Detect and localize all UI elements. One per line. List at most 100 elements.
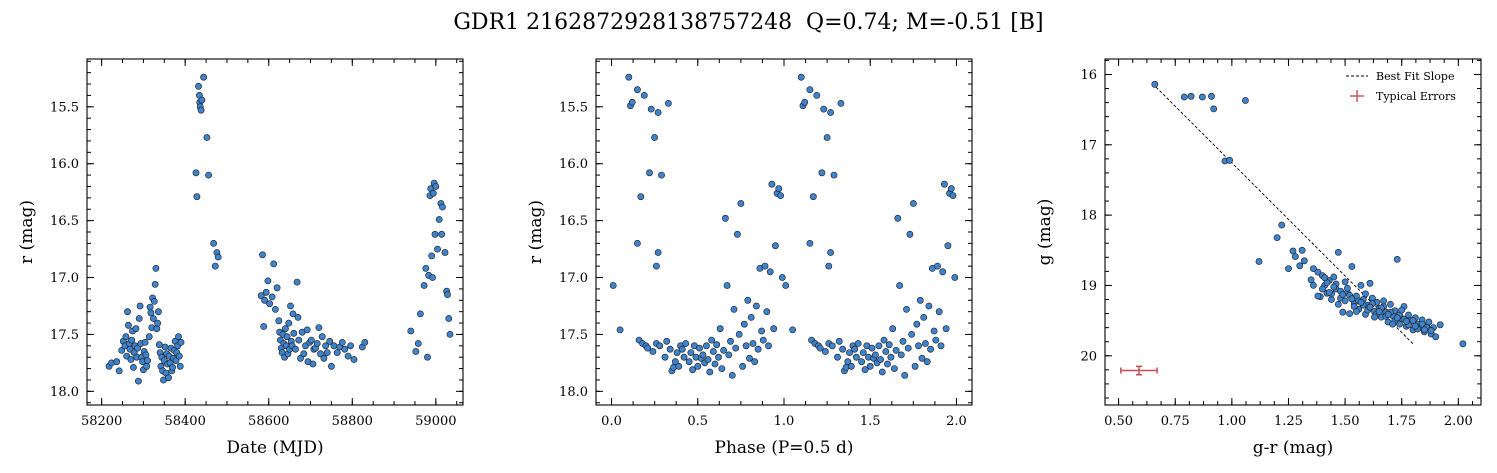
y-axis-label: g (mag) [1035,199,1055,266]
data-point [257,292,265,300]
data-point [270,260,278,268]
data-point [313,340,321,347]
data-point [1357,298,1365,306]
x-tick-label: 58800 [332,414,373,429]
data-point [923,358,931,366]
data-point [813,92,821,99]
data-point [696,344,703,352]
x-tick-label: 2.00 [1444,414,1473,429]
y-tick-label: 16.5 [50,214,79,229]
data-point [816,344,824,352]
data-point [634,239,641,247]
data-point [751,358,759,366]
data-point [297,354,304,362]
data-point [844,358,852,366]
x-tick-label: 1.25 [1274,414,1303,429]
data-point [420,282,428,289]
data-point [407,327,415,335]
data-point [801,98,809,106]
data-point [830,171,838,179]
y-tick-label: 15.5 [559,100,588,115]
data-point [1334,300,1342,308]
data-point [825,262,833,270]
x-tick-label: 1.5 [860,414,881,429]
data-point [680,353,688,361]
data-point [1285,265,1292,272]
data-point [1366,303,1374,311]
x-tick-label: 59000 [415,414,456,429]
data-point [737,200,745,207]
data-point [709,348,717,355]
data-point [211,262,219,270]
data-point [203,134,211,141]
data-point [1346,310,1353,317]
y-tick-label: 17.0 [559,271,588,286]
data-point [665,100,672,107]
data-point [260,323,268,330]
data-point [835,337,843,345]
data-point [885,341,893,349]
data-point [1341,278,1349,286]
data-point [147,309,155,317]
data-point [155,341,163,349]
data-point [1389,320,1397,328]
data-point [151,280,159,288]
data-point [1393,314,1401,322]
data-point [671,358,679,366]
y-axis-label: r (mag) [526,200,546,264]
data-point [837,100,845,107]
legend-label: Typical Errors [1376,90,1456,103]
data-point [435,216,443,223]
data-point [877,356,884,363]
data-point [153,325,161,333]
data-point [861,366,869,374]
data-point [1371,313,1378,321]
data-point [444,291,451,298]
data-point [896,282,903,289]
data-point [932,336,940,344]
y-tick-label: 18.0 [50,385,79,400]
data-point [666,345,674,353]
data-point [326,337,334,345]
data-point [894,214,902,222]
data-point [1334,248,1342,256]
data-points [105,73,454,385]
data-point [124,321,132,329]
data-point [150,297,158,305]
data-point [300,350,308,358]
data-point [441,249,449,256]
data-point [320,354,328,362]
y-tick-label: 17.5 [559,328,588,343]
data-point [906,230,914,238]
x-axis-label: Phase (P=0.5 d) [715,438,854,458]
data-point [882,348,890,355]
data-point [134,344,141,352]
data-point [1314,268,1322,276]
data-point [747,313,755,321]
data-point [809,193,817,201]
data-point [778,274,786,281]
data-point [1418,320,1426,328]
data-point [309,360,317,368]
data-point [327,362,335,370]
data-point [699,351,707,359]
x-tick-label: 0.50 [1104,414,1133,429]
data-point [789,326,796,334]
data-point [718,365,726,372]
data-point [414,340,422,347]
data-point [806,86,814,94]
data-point [143,362,151,370]
data-point [858,358,865,366]
data-point [1319,285,1326,293]
data-point [739,362,746,370]
data-point [713,341,721,349]
data-point [891,365,898,372]
data-point [146,303,154,311]
data-point [609,282,617,289]
data-point [416,310,424,318]
data-point [925,302,933,310]
data-point [884,360,891,368]
x-tick-label: 58600 [248,414,289,429]
data-point [758,327,765,335]
